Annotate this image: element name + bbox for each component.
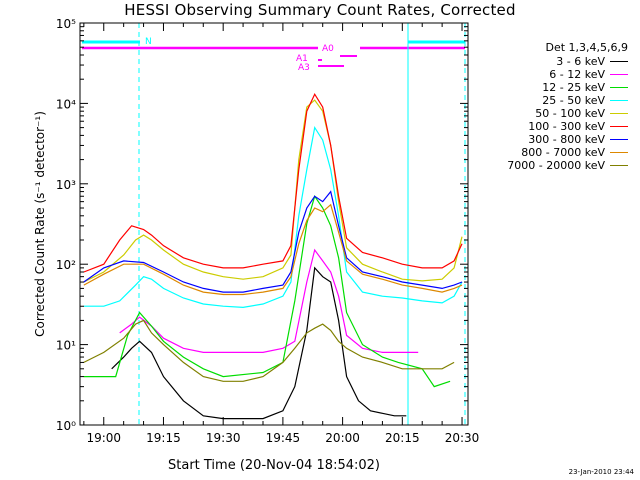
plot-frame xyxy=(79,22,469,426)
series-line-5 xyxy=(83,92,463,273)
legend-swatch xyxy=(610,87,628,88)
legend-swatch xyxy=(610,100,628,101)
x-tick-label-2: 19:30 xyxy=(206,431,241,445)
attenuator-label-2: A1 xyxy=(296,54,308,64)
x-tick-label-5: 20:15 xyxy=(385,431,420,445)
x-axis-label: Start Time (20-Nov-04 18:54:02) xyxy=(168,458,380,473)
series-line-7 xyxy=(83,203,463,296)
y-tick-label-5: 10⁵ xyxy=(56,17,76,31)
y-tick-label-2: 10² xyxy=(56,258,76,272)
legend-label: 100 - 300 keV xyxy=(528,120,605,133)
series-line-0 xyxy=(111,266,407,420)
timestamp: 23-Jan-2010 23:44 xyxy=(568,468,634,476)
legend-swatch xyxy=(610,139,628,140)
series-line-3 xyxy=(83,126,463,309)
y-tick-label-3: 10³ xyxy=(56,178,76,192)
x-tick-label-6: 20:30 xyxy=(445,431,480,445)
legend-item: 3 - 6 keV xyxy=(480,55,632,68)
legend-label: 25 - 50 keV xyxy=(542,94,605,107)
y-tick-label-1: 10¹ xyxy=(56,339,76,353)
legend-swatch xyxy=(610,74,628,75)
y-tick-label-0: 10⁰ xyxy=(56,419,76,433)
attenuator-label-3: A3 xyxy=(298,63,310,73)
series-line-2 xyxy=(83,194,451,388)
legend-title: Det 1,3,4,5,6,9 xyxy=(545,41,628,54)
legend-item: 25 - 50 keV xyxy=(480,94,632,107)
legend-swatch xyxy=(610,152,628,153)
x-tick-label-1: 19:15 xyxy=(146,431,181,445)
series-line-1 xyxy=(119,248,419,353)
x-tick-label-4: 20:00 xyxy=(325,431,360,445)
legend-item: 800 - 7000 keV xyxy=(480,146,632,159)
legend-swatch xyxy=(610,61,628,62)
x-tick-label-3: 19:45 xyxy=(266,431,301,445)
legend-label: 6 - 12 keV xyxy=(549,68,605,81)
y-axis-label: Corrected Count Rate (s⁻¹ detector⁻¹) xyxy=(33,111,47,337)
legend-swatch xyxy=(610,165,628,166)
legend-swatch xyxy=(610,113,628,114)
legend-item: 6 - 12 keV xyxy=(480,68,632,81)
legend-label: 50 - 100 keV xyxy=(535,107,605,120)
attenuator-label-0: N xyxy=(145,37,152,47)
page-title: HESSI Observing Summary Count Rates, Cor… xyxy=(124,1,516,19)
legend: Det 1,3,4,5,6,9 3 - 6 keV 6 - 12 keV 12 - … xyxy=(480,41,632,172)
series-line-8 xyxy=(83,319,455,382)
legend-label: 800 - 7000 keV xyxy=(521,146,605,159)
legend-swatch xyxy=(610,126,628,127)
legend-label: 7000 - 20000 keV xyxy=(507,159,605,172)
legend-item: 50 - 100 keV xyxy=(480,107,632,120)
series-line-6 xyxy=(83,190,463,293)
series-line-4 xyxy=(83,99,463,283)
legend-item: 7000 - 20000 keV xyxy=(480,159,632,172)
attenuator-label-1: A0 xyxy=(322,44,334,54)
legend-item: 300 - 800 keV xyxy=(480,133,632,146)
legend-label: 300 - 800 keV xyxy=(528,133,605,146)
legend-label: 3 - 6 keV xyxy=(556,55,605,68)
legend-label: 12 - 25 keV xyxy=(542,81,605,94)
x-tick-label-0: 19:00 xyxy=(86,431,121,445)
legend-item: 12 - 25 keV xyxy=(480,81,632,94)
y-tick-label-4: 10⁴ xyxy=(56,97,76,111)
legend-item: 100 - 300 keV xyxy=(480,120,632,133)
